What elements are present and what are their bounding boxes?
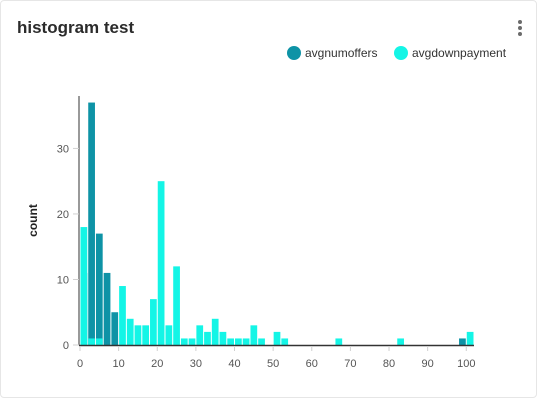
bar-avgdownpayment — [235, 338, 242, 345]
y-tick-label: 10 — [57, 274, 69, 286]
bars-layer — [80, 102, 474, 345]
axes-layer: 0 10 20 30 40 50 60 70 80 90 100 0 10 20 30 — [57, 96, 475, 370]
bar-avgdownpayment — [95, 338, 103, 345]
x-tick-label: 50 — [267, 358, 279, 370]
more-vertical-icon[interactable] — [513, 19, 527, 37]
chart-title: histogram test — [17, 18, 135, 37]
bar-avgdownpayment — [88, 338, 95, 345]
bar-avgdownpayment — [273, 331, 281, 345]
x-tick-label: 40 — [228, 358, 240, 370]
x-tick-label: 100 — [457, 358, 475, 370]
x-tick-label: 70 — [344, 358, 356, 370]
x-tick-label: 0 — [77, 358, 83, 370]
bar-avgdownpayment — [196, 325, 204, 345]
bar-avgdownpayment — [258, 338, 265, 345]
bar-avgdownpayment — [134, 325, 142, 345]
legend: avgnumoffers avgdownpayment — [0, 44, 539, 64]
y-tick-label: 30 — [57, 143, 69, 155]
bar-avgdownpayment — [466, 331, 474, 345]
legend-label: avgnumoffers — [305, 46, 378, 60]
bar-avgdownpayment — [188, 338, 196, 345]
bar-avgdownpayment — [204, 331, 211, 345]
bar-avgdownpayment — [242, 338, 250, 345]
bar-avgdownpayment — [80, 227, 88, 345]
bar-avgnumoffers — [459, 338, 466, 345]
bar-avgdownpayment — [142, 325, 150, 345]
legend-swatch — [287, 46, 301, 60]
bar-avgdownpayment — [173, 266, 180, 345]
y-axis-title: count — [26, 204, 40, 237]
y-tick-label: 0 — [63, 340, 69, 352]
x-tick-label: 90 — [422, 358, 434, 370]
legend-swatch — [394, 46, 408, 60]
x-tick-label: 10 — [113, 358, 125, 370]
x-tick-label: 30 — [190, 358, 202, 370]
bar-avgdownpayment — [250, 325, 258, 345]
x-tick-label: 20 — [151, 358, 163, 370]
menu-dot — [518, 32, 522, 36]
y-tick-label: 20 — [57, 209, 69, 221]
x-tick-label: 80 — [383, 358, 395, 370]
bar-avgdownpayment — [219, 331, 227, 345]
bar-avgnumoffers — [111, 312, 119, 345]
bar-avgdownpayment — [211, 318, 219, 345]
legend-label: avgdownpayment — [412, 46, 507, 60]
bar-avgnumoffers — [103, 272, 111, 345]
bar-avgdownpayment — [281, 338, 289, 345]
bar-avgdownpayment — [157, 181, 165, 345]
bar-avgdownpayment — [227, 338, 235, 345]
bar-avgdownpayment — [397, 338, 404, 345]
bar-avgdownpayment — [165, 325, 173, 345]
bar-avgnumoffers — [88, 102, 95, 345]
bar-avgnumoffers — [95, 233, 103, 345]
bar-avgdownpayment — [335, 338, 343, 345]
bar-avgdownpayment — [150, 299, 157, 345]
menu-dot — [518, 26, 522, 30]
bar-avgdownpayment — [180, 338, 188, 345]
bar-avgdownpayment — [126, 318, 134, 345]
menu-dot — [518, 20, 522, 24]
bar-avgdownpayment — [119, 286, 126, 345]
x-tick-label: 60 — [306, 358, 318, 370]
